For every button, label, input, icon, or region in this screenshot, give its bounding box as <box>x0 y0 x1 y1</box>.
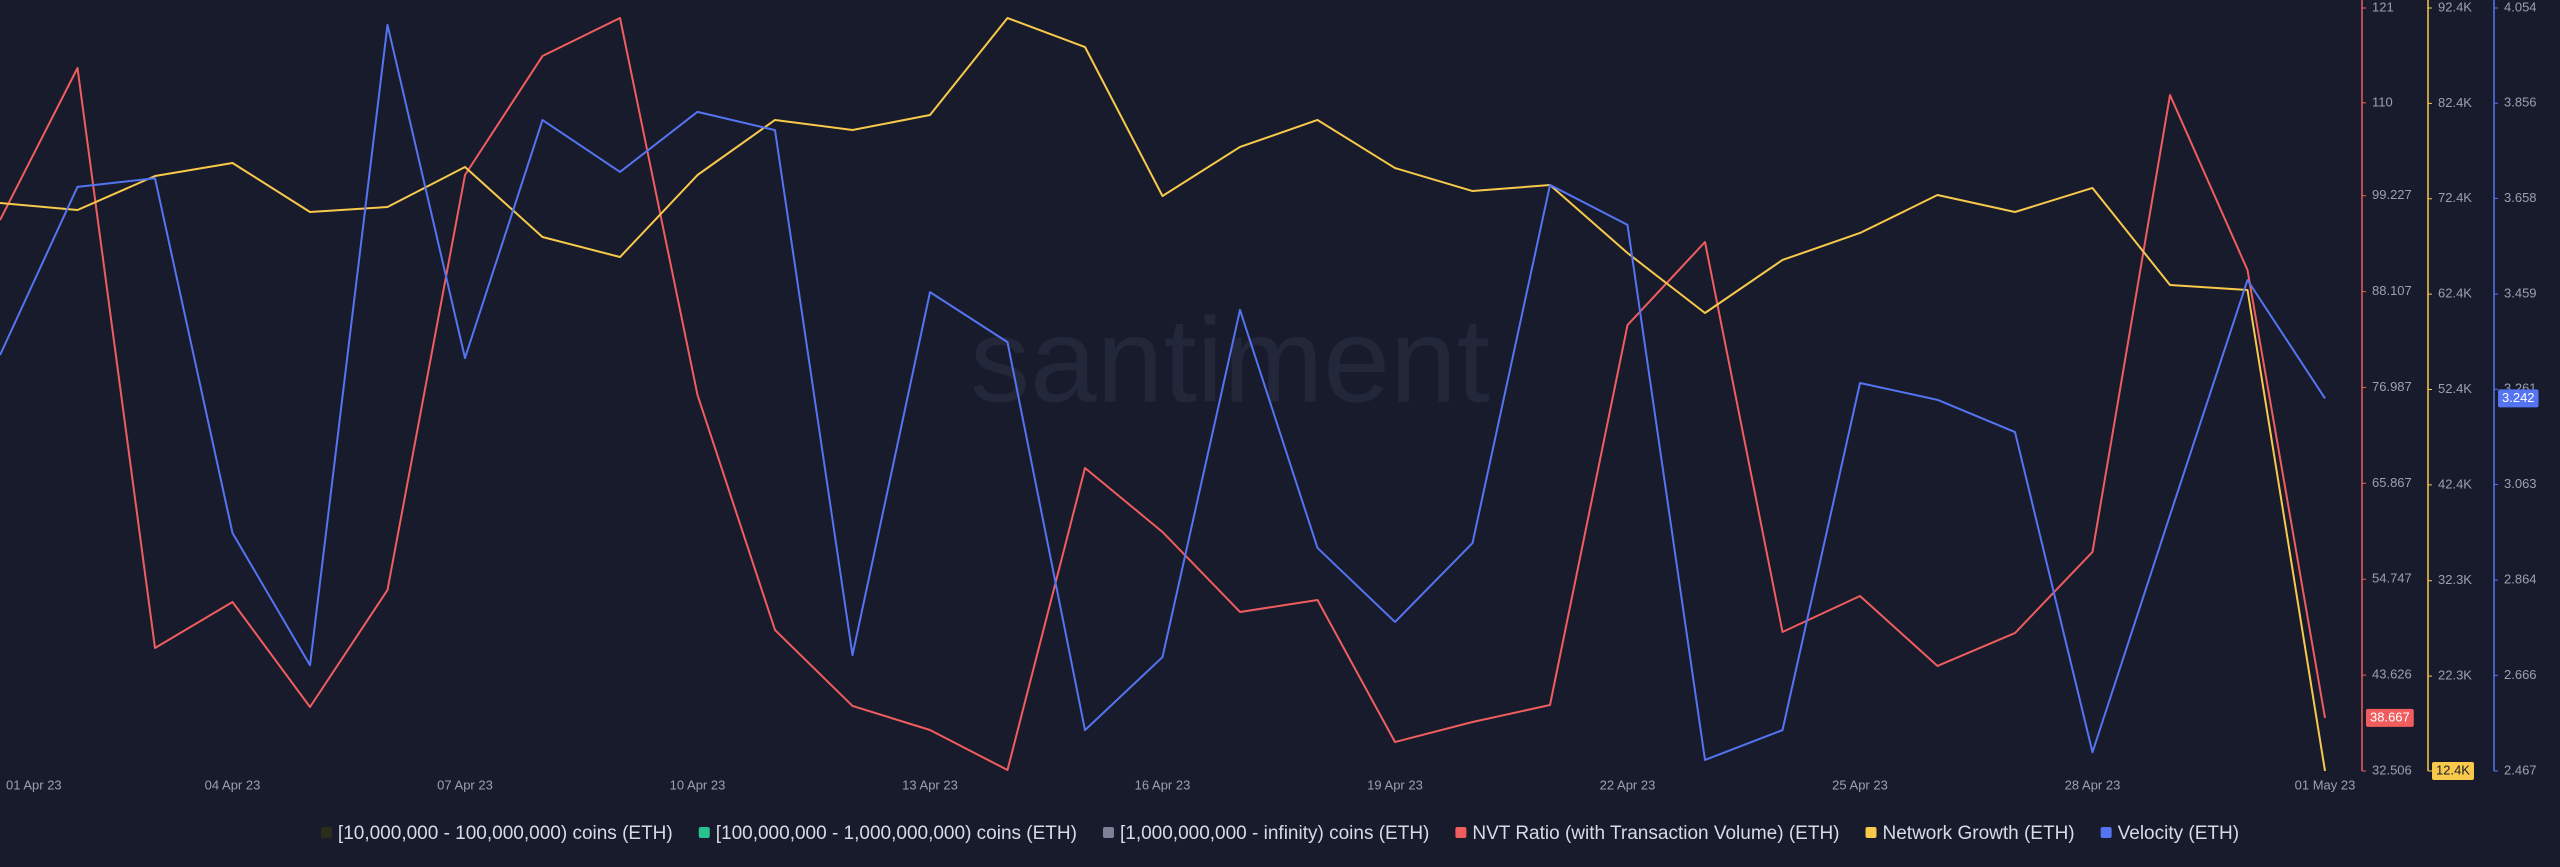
x-tick-label: 13 Apr 23 <box>902 777 958 792</box>
y-tick-label: 54.747 <box>2372 571 2412 586</box>
y-tick-label: 52.4K <box>2438 381 2472 396</box>
legend-label: Network Growth (ETH) <box>1883 823 2075 844</box>
legend-swatch <box>320 827 332 838</box>
y-tick-label: 22.3K <box>2438 668 2472 683</box>
last-value-label: 12.4K <box>2436 762 2470 777</box>
x-tick-label: 10 Apr 23 <box>670 777 726 792</box>
x-tick-label: 22 Apr 23 <box>1600 777 1656 792</box>
last-value-box <box>2366 708 2414 727</box>
watermark: santiment <box>970 294 1490 428</box>
last-value-label: 3.242 <box>2502 390 2535 405</box>
y-tick-label: 3.856 <box>2504 95 2537 110</box>
x-tick-label: 16 Apr 23 <box>1135 777 1191 792</box>
y-tick-label: 4.054 <box>2504 0 2537 14</box>
y-tick-label: 2.864 <box>2504 572 2537 587</box>
x-tick-label: 07 Apr 23 <box>437 777 493 792</box>
legend-swatch <box>1102 827 1114 838</box>
series-line <box>0 17 2326 772</box>
y-tick-label: 3.459 <box>2504 286 2537 301</box>
x-tick-label: 28 Apr 23 <box>2065 777 2121 792</box>
legend-label: Velocity (ETH) <box>2118 823 2239 844</box>
last-value-label: 38.667 <box>2370 709 2410 724</box>
last-value-box <box>2498 389 2539 408</box>
y-tick-label: 110 <box>2372 94 2393 109</box>
y-tick-label: 88.107 <box>2372 283 2412 298</box>
legend-label: [1,000,000,000 - infinity) coins (ETH) <box>1120 823 1429 844</box>
y-tick-label: 42.4K <box>2438 476 2472 491</box>
y-tick-label: 76.987 <box>2372 379 2412 394</box>
y-tick-label: 72.4K <box>2438 190 2472 205</box>
x-tick-label: 25 Apr 23 <box>1832 777 1888 792</box>
y-tick-label: 3.658 <box>2504 190 2537 205</box>
y-tick-label: 2.467 <box>2504 762 2537 777</box>
x-tick-label: 04 Apr 23 <box>205 777 261 792</box>
series-line <box>0 23 2326 761</box>
legend-swatch <box>2100 827 2112 838</box>
y-tick-label: 43.626 <box>2372 667 2412 682</box>
legend-label: [10,000,000 - 100,000,000) coins (ETH) <box>338 823 673 844</box>
legend-swatch <box>1865 827 1877 838</box>
last-value-box <box>2432 762 2474 780</box>
y-tick-label: 65.867 <box>2372 475 2412 490</box>
y-tick-label: 32.3K <box>2438 572 2472 587</box>
x-tick-label: 19 Apr 23 <box>1367 777 1423 792</box>
y-tick-label: 2.666 <box>2504 667 2537 682</box>
y-tick-label: 3.063 <box>2504 476 2537 491</box>
legend-swatch <box>698 827 710 838</box>
legend-label: NVT Ratio (with Transaction Volume) (ETH… <box>1472 823 1839 844</box>
y-tick-label: 82.4K <box>2438 95 2472 110</box>
x-tick-label: 01 Apr 23 <box>6 777 62 792</box>
y-tick-label: 32.506 <box>2372 762 2412 777</box>
y-tick-label: 121 <box>2372 0 2394 14</box>
series-line <box>0 17 2326 772</box>
y-tick-label: 62.4K <box>2438 286 2472 301</box>
x-tick-label: 01 May 23 <box>2295 777 2356 792</box>
legend-label: [100,000,000 - 1,000,000,000) coins (ETH… <box>716 823 1077 844</box>
y-tick-label: 92.4K <box>2438 0 2472 14</box>
y-tick-label: 99.227 <box>2372 187 2412 202</box>
legend-swatch <box>1455 827 1467 838</box>
